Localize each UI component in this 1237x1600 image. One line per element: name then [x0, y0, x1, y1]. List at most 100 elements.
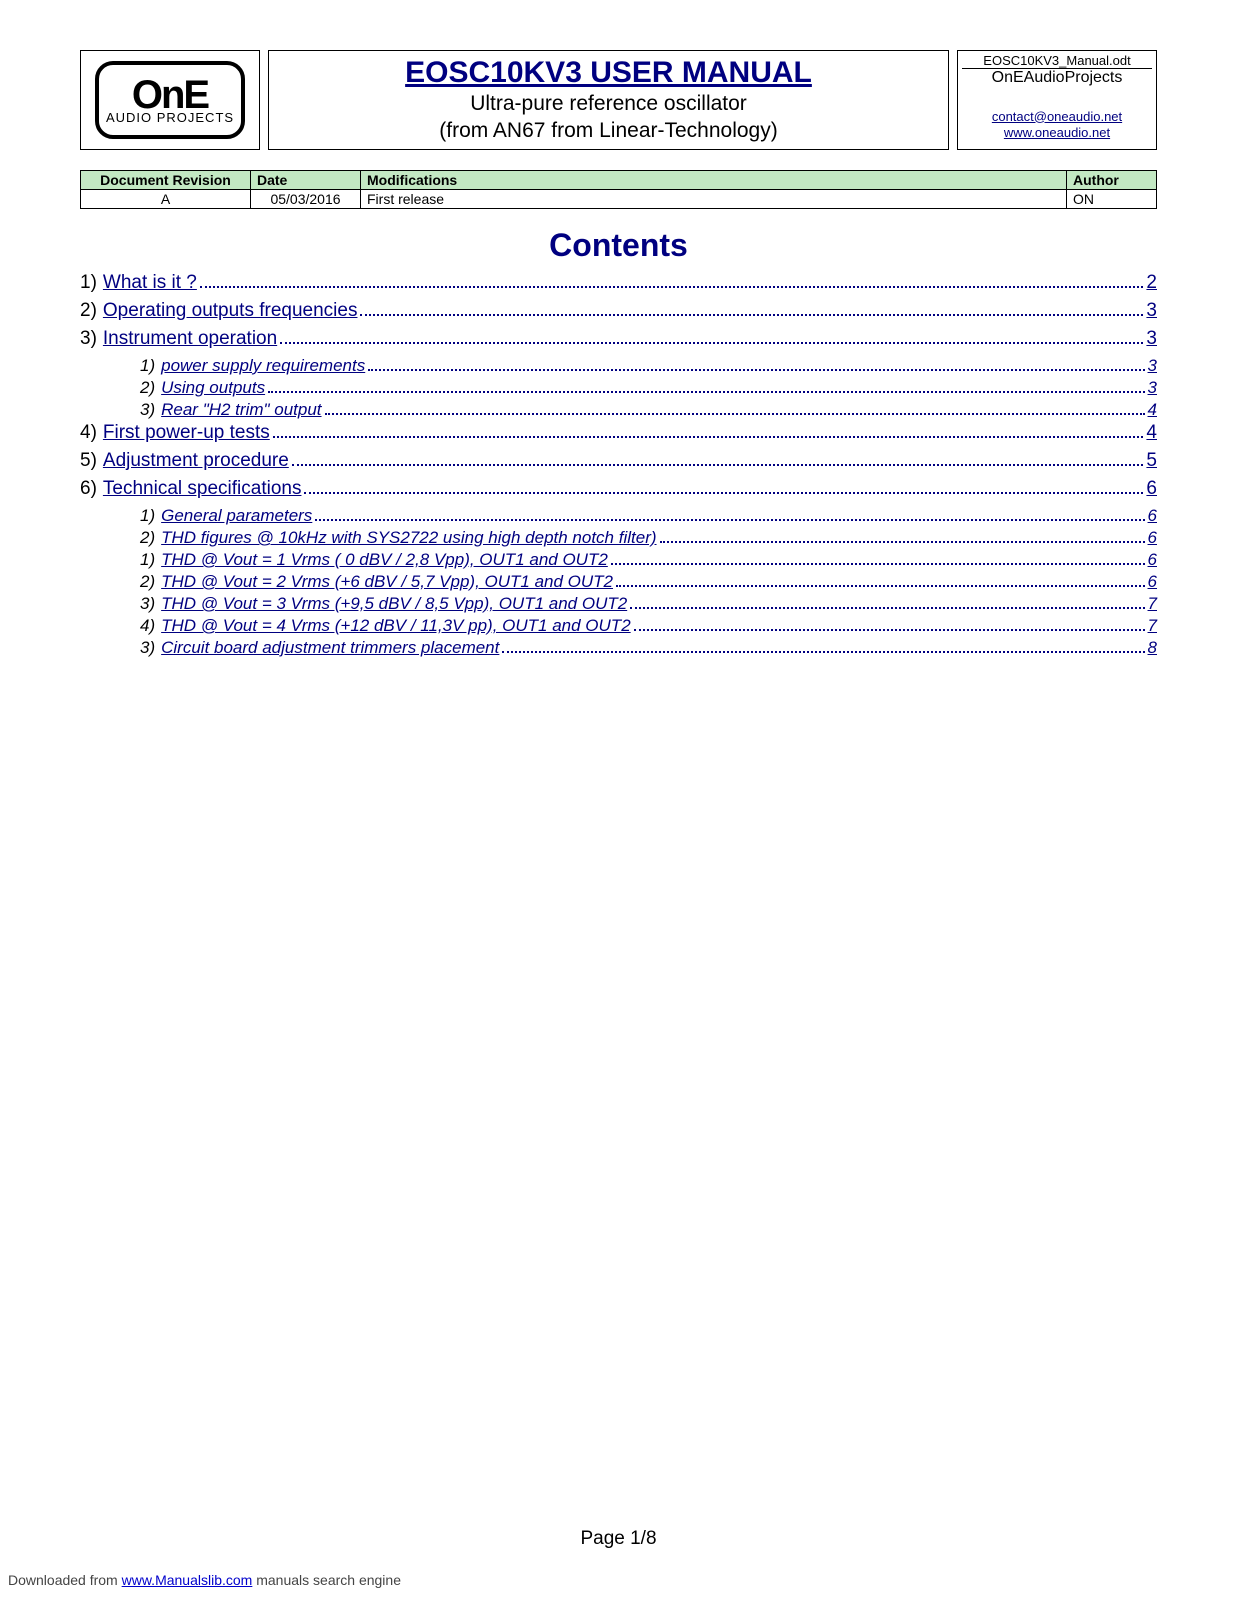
rev-header-author: Author	[1067, 171, 1157, 190]
toc-leader-dots	[616, 585, 1145, 587]
toc-number: 2)	[140, 528, 155, 548]
download-note: Downloaded from www.Manualslib.com manua…	[8, 1572, 401, 1588]
meta-filename: EOSC10KV3_Manual.odt	[962, 53, 1152, 69]
rev-header-mods: Modifications	[361, 171, 1067, 190]
toc-page-link[interactable]: 3	[1148, 378, 1157, 398]
toc-entry: 6) Technical specifications 6	[80, 478, 1157, 500]
toc-entry: 2)Operating outputs frequencies3	[80, 300, 1157, 322]
toc-page-link[interactable]: 5	[1146, 450, 1157, 472]
toc-number: 1)	[140, 550, 155, 570]
toc-entry: 2) THD @ Vout = 2 Vrms (+6 dBV / 5,7 Vpp)…	[80, 572, 1157, 592]
toc-link[interactable]: Technical specifications	[103, 478, 302, 500]
toc-number: 3)	[140, 594, 155, 614]
document-title: EOSC10KV3 USER MANUAL	[405, 56, 812, 90]
toc-link[interactable]: Operating outputs frequencies	[103, 300, 358, 322]
toc-link[interactable]: THD @ Vout = 3 Vrms (+9,5 dBV / 8,5 Vpp)…	[161, 594, 627, 614]
toc-entry: 1) General parameters 6	[80, 506, 1157, 526]
toc-page-link[interactable]: 4	[1148, 400, 1157, 420]
toc-number: 1)	[140, 356, 155, 376]
toc-leader-dots	[315, 519, 1144, 521]
header-row: OnE AUDIO PROJECTS EOSC10KV3 USER MANUAL…	[80, 50, 1157, 150]
toc-entry: 3) THD @ Vout = 3 Vrms (+9,5 dBV / 8,5 Vp…	[80, 594, 1157, 614]
meta-links: contact@oneaudio.net www.oneaudio.net	[992, 109, 1122, 142]
toc-page-link[interactable]: 6	[1148, 506, 1157, 526]
toc-number: 4)	[140, 616, 155, 636]
toc-number: 1)	[140, 506, 155, 526]
toc-number: 6)	[80, 478, 97, 500]
logo-inner: OnE AUDIO PROJECTS	[95, 61, 245, 139]
toc-link[interactable]: Rear "H2 trim" output	[161, 400, 321, 420]
toc-page-link[interactable]: 6	[1148, 572, 1157, 592]
toc-page-link[interactable]: 6	[1146, 478, 1157, 500]
toc-entry: 1) power supply requirements 3	[80, 356, 1157, 376]
toc-link[interactable]: What is it ?	[103, 272, 197, 294]
toc-leader-dots	[304, 492, 1143, 494]
toc-entry: 3) Instrument operation 3	[80, 328, 1157, 350]
logo-text-sub: AUDIO PROJECTS	[106, 110, 234, 125]
rev-cell-author: ON	[1067, 190, 1157, 209]
toc-leader-dots	[368, 369, 1144, 371]
toc-entry: 1) What is it ? 2	[80, 272, 1157, 294]
toc-link[interactable]: General parameters	[161, 506, 312, 526]
toc-page-link[interactable]: 7	[1148, 616, 1157, 636]
revision-header-row: Document Revision Date Modifications Aut…	[81, 171, 1157, 190]
toc-link[interactable]: THD @ Vout = 2 Vrms (+6 dBV / 5,7 Vpp), …	[161, 572, 613, 592]
toc-leader-dots	[325, 413, 1145, 415]
toc-number: 3)	[140, 400, 155, 420]
rev-header-revision: Document Revision	[81, 171, 251, 190]
toc-page-link[interactable]: 3	[1146, 300, 1157, 322]
toc-page-link[interactable]: 3	[1148, 356, 1157, 376]
toc-number: 2)	[140, 572, 155, 592]
toc-link[interactable]: power supply requirements	[161, 356, 365, 376]
toc-leader-dots	[502, 651, 1144, 653]
toc-link[interactable]: Adjustment procedure	[103, 450, 289, 472]
rev-cell-date: 05/03/2016	[251, 190, 361, 209]
toc-number: 3)	[140, 638, 155, 658]
toc-link[interactable]: THD @ Vout = 1 Vrms ( 0 dBV / 2,8 Vpp), …	[161, 550, 608, 570]
toc-page-link[interactable]: 7	[1148, 594, 1157, 614]
manualslib-link[interactable]: www.Manualslib.com	[122, 1572, 253, 1588]
toc-page-link[interactable]: 2	[1146, 272, 1157, 294]
toc-leader-dots	[292, 464, 1144, 466]
toc-page-link[interactable]: 6	[1148, 528, 1157, 548]
download-suffix: manuals search engine	[252, 1572, 401, 1588]
toc-page-link[interactable]: 4	[1146, 422, 1157, 444]
document-subtitle-1: Ultra-pure reference oscillator	[470, 90, 747, 117]
toc-leader-dots	[630, 607, 1144, 609]
toc-leader-dots	[611, 563, 1145, 565]
toc-entry: 3) Circuit board adjustment trimmers plac…	[80, 638, 1157, 658]
toc-number: 1)	[80, 272, 97, 294]
toc-entry: 2) THD figures @ 10kHz with SYS2722 using…	[80, 528, 1157, 548]
document-subtitle-2: (from AN67 from Linear-Technology)	[439, 117, 777, 144]
toc-number: 3)	[80, 328, 97, 350]
rev-header-date: Date	[251, 171, 361, 190]
toc-page-link[interactable]: 6	[1148, 550, 1157, 570]
toc-link[interactable]: Instrument operation	[103, 328, 277, 350]
contact-email-link[interactable]: contact@oneaudio.net	[992, 109, 1122, 125]
toc-page-link[interactable]: 8	[1148, 638, 1157, 658]
toc-number: 2)	[140, 378, 155, 398]
toc-leader-dots	[660, 541, 1145, 543]
toc-link[interactable]: Using outputs	[161, 378, 265, 398]
toc-link[interactable]: THD @ Vout = 4 Vrms (+12 dBV / 11,3V pp)…	[161, 616, 631, 636]
title-box: EOSC10KV3 USER MANUAL Ultra-pure referen…	[268, 50, 949, 150]
toc-number: 5)	[80, 450, 97, 472]
logo-box: OnE AUDIO PROJECTS	[80, 50, 260, 150]
toc-leader-dots	[280, 342, 1143, 344]
toc-link[interactable]: First power-up tests	[103, 422, 270, 444]
toc-page-link[interactable]: 3	[1146, 328, 1157, 350]
logo-text-main: OnE	[132, 78, 208, 112]
meta-box: EOSC10KV3_Manual.odt OnEAudioProjects co…	[957, 50, 1157, 150]
toc-number: 4)	[80, 422, 97, 444]
toc-link[interactable]: THD figures @ 10kHz with SYS2722 using h…	[161, 528, 656, 548]
toc-entry: 5) Adjustment procedure 5	[80, 450, 1157, 472]
table-of-contents: 1) What is it ? 2 2) Operating outputs frequ…	[80, 272, 1157, 658]
toc-leader-dots	[200, 286, 1144, 288]
meta-project: OnEAudioProjects	[992, 69, 1123, 87]
toc-leader-dots	[360, 314, 1143, 316]
website-link[interactable]: www.oneaudio.net	[1004, 125, 1110, 141]
revision-table: Document Revision Date Modifications Aut…	[80, 170, 1157, 209]
toc-entry: 4) THD @ Vout = 4 Vrms (+12 dBV / 11,3V p…	[80, 616, 1157, 636]
rev-cell-revision: A	[81, 190, 251, 209]
toc-link[interactable]: Circuit board adjustment trimmers placem…	[161, 638, 499, 658]
